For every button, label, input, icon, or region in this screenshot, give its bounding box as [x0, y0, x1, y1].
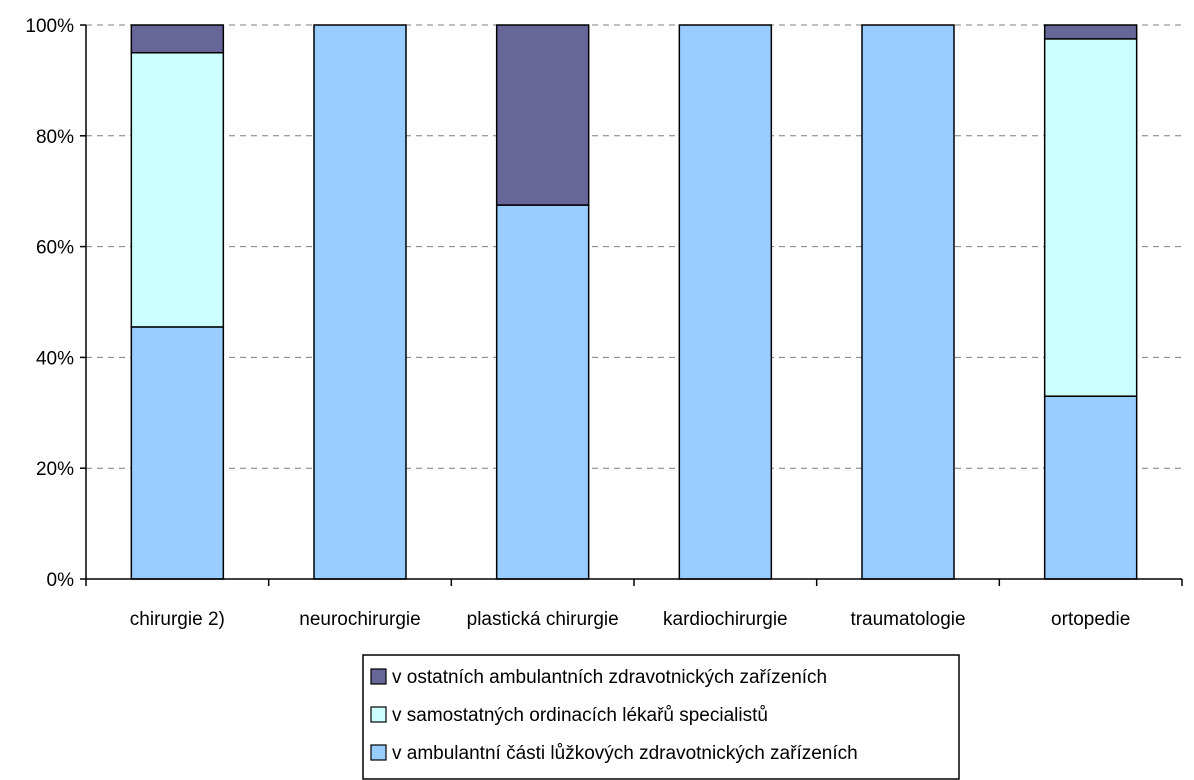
y-tick-label: 0% — [47, 570, 75, 591]
y-tick-label: 60% — [36, 238, 74, 259]
legend-label: v ostatních ambulantních zdravotnických … — [392, 667, 827, 688]
legend-label: v samostatných ordinacích lékařů special… — [392, 705, 768, 726]
legend-box — [362, 654, 960, 780]
y-tick-label: 80% — [36, 127, 74, 148]
x-tick-label: neurochirurgie — [299, 609, 420, 630]
x-tick-label: ortopedie — [1051, 609, 1130, 630]
y-tick-label: 40% — [36, 348, 74, 369]
axes — [80, 24, 1183, 586]
x-tick-label: kardiochirurgie — [663, 609, 788, 630]
y-tick-label: 20% — [36, 459, 74, 480]
legend-swatch — [370, 706, 387, 723]
bar-segment — [130, 51, 225, 328]
legend: v ostatních ambulantních zdravotnických … — [362, 654, 960, 780]
bar-segment — [1043, 24, 1138, 40]
x-tick-label: traumatologie — [850, 609, 965, 630]
bar-segment — [130, 326, 225, 580]
gridlines — [86, 24, 1182, 469]
bar-segment — [495, 204, 590, 580]
bar-segment — [678, 24, 773, 580]
x-tick-label: chirurgie 2) — [130, 609, 225, 630]
x-tick-label: plastická chirurgie — [467, 609, 619, 630]
bar-segment — [495, 24, 590, 206]
bar-segment — [861, 24, 955, 580]
bar-segment — [313, 24, 407, 580]
y-tick-labels: 0% 20% 40% 60% 80% 100% — [25, 16, 74, 591]
legend-swatch — [370, 668, 387, 685]
y-tick-label: 100% — [25, 16, 74, 37]
legend-swatch — [370, 744, 387, 761]
legend-label: v ambulantní části lůžkových zdravotnick… — [392, 743, 858, 764]
bar-segment — [1043, 395, 1138, 580]
bars — [130, 24, 1138, 580]
x-tick-labels: chirurgie 2) neurochirurgie plastická chir… — [130, 609, 1130, 630]
bar-segment — [1043, 38, 1138, 397]
bar-segment — [130, 24, 225, 54]
